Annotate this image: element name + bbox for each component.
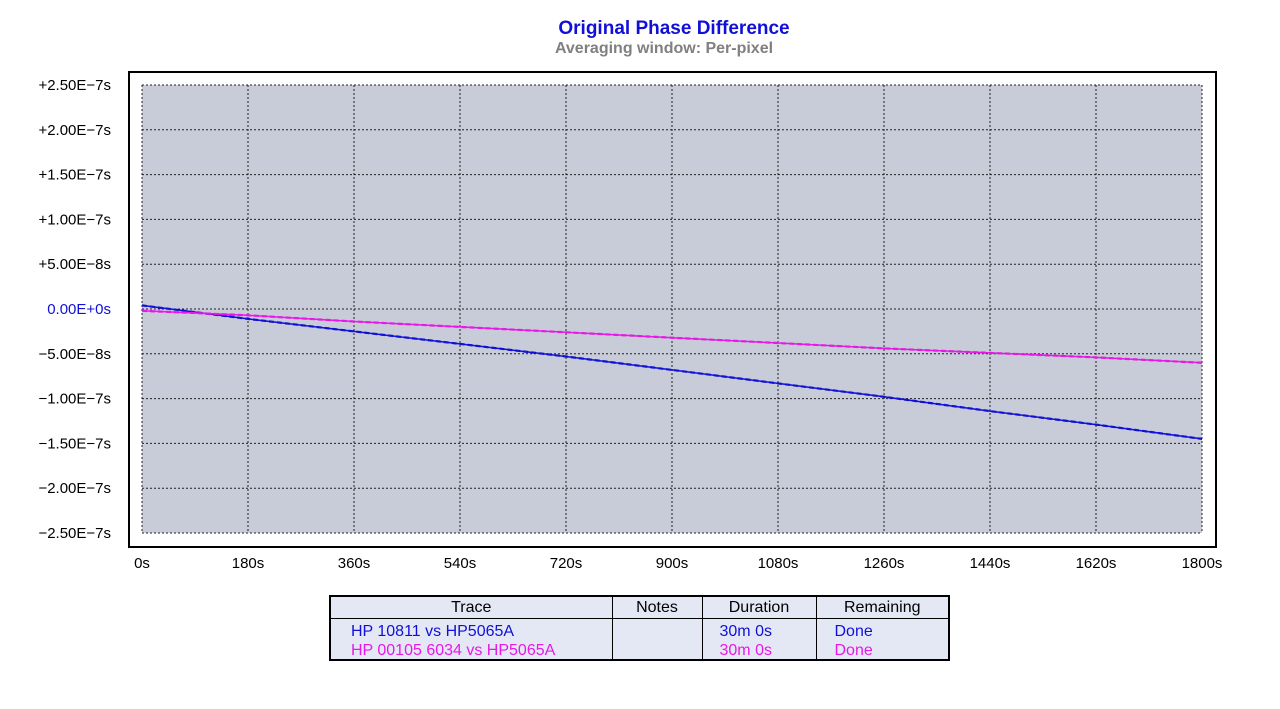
y-tick-label: −1.50E−7s bbox=[38, 435, 111, 452]
y-tick-label: −2.00E−7s bbox=[38, 480, 111, 497]
x-tick-label: 540s bbox=[444, 555, 477, 572]
legend-header-trace[interactable]: Trace bbox=[331, 597, 613, 619]
x-tick-label: 180s bbox=[232, 555, 265, 572]
legend-remaining-1: Done bbox=[834, 623, 873, 640]
y-tick-label: −1.00E−7s bbox=[38, 391, 111, 408]
x-tick-label: 1800s bbox=[1182, 555, 1223, 572]
y-tick-label: −2.50E−7s bbox=[38, 525, 111, 542]
legend-header-duration[interactable]: Duration bbox=[702, 597, 817, 619]
legend-duration-2: 30m 0s bbox=[719, 642, 772, 659]
x-tick-label: 1080s bbox=[758, 555, 799, 572]
legend-trace-name-1[interactable]: HP 10811 vs HP5065A bbox=[351, 623, 515, 640]
legend-notes-cell bbox=[612, 618, 703, 660]
legend-notes-1 bbox=[613, 622, 702, 641]
legend-trace-name-2[interactable]: HP 00105 6034 vs HP5065A bbox=[351, 642, 556, 659]
x-tick-label: 0s bbox=[134, 555, 150, 572]
series-dashed-line-2 bbox=[141, 309, 1203, 364]
chart-subtitle: Averaging window: Per-pixel bbox=[554, 40, 774, 57]
legend-remaining-cell: Done Done bbox=[816, 619, 948, 661]
x-tick-label: 1260s bbox=[864, 555, 905, 572]
y-tick-label: 0.00E+0s bbox=[47, 301, 111, 318]
y-tick-label: −5.00E−8s bbox=[38, 346, 111, 363]
legend-header-row: Trace Notes Duration Remaining bbox=[331, 597, 948, 619]
legend-body-row: HP 10811 vs HP5065A HP 00105 6034 vs HP5… bbox=[331, 618, 948, 661]
y-tick-label: +1.50E−7s bbox=[38, 167, 111, 184]
x-tick-label: 900s bbox=[656, 555, 689, 572]
y-tick-label: +2.50E−7s bbox=[38, 77, 111, 94]
y-tick-label: +2.00E−7s bbox=[38, 122, 111, 139]
series-dashed-line-1 bbox=[141, 304, 1203, 440]
phase-difference-chart: 0s 180s 360s 540s 720s 900s 1080s 1260s 1440s 162… bbox=[38, 71, 1223, 572]
legend-notes-2 bbox=[613, 641, 702, 660]
legend-header-remaining[interactable]: Remaining bbox=[816, 597, 948, 619]
legend-duration-1: 30m 0s bbox=[719, 623, 772, 640]
x-tick-label: 720s bbox=[550, 555, 583, 572]
legend-remaining-2: Done bbox=[834, 642, 873, 659]
legend-header-notes[interactable]: Notes bbox=[612, 597, 703, 619]
x-tick-label: 1440s bbox=[970, 555, 1011, 572]
chart-title: Original Phase Difference bbox=[558, 18, 790, 39]
y-tick-label: +1.00E−7s bbox=[38, 211, 111, 228]
x-tick-label: 1620s bbox=[1076, 555, 1117, 572]
legend-trace-cell: HP 10811 vs HP5065A HP 00105 6034 vs HP5… bbox=[331, 618, 613, 660]
x-tick-label: 360s bbox=[338, 555, 371, 572]
legend-duration-cell: 30m 0s 30m 0s bbox=[702, 618, 817, 660]
y-tick-label: +5.00E−8s bbox=[38, 256, 111, 273]
trace-legend-table: Trace Notes Duration Remaining HP 10811 … bbox=[329, 595, 950, 661]
